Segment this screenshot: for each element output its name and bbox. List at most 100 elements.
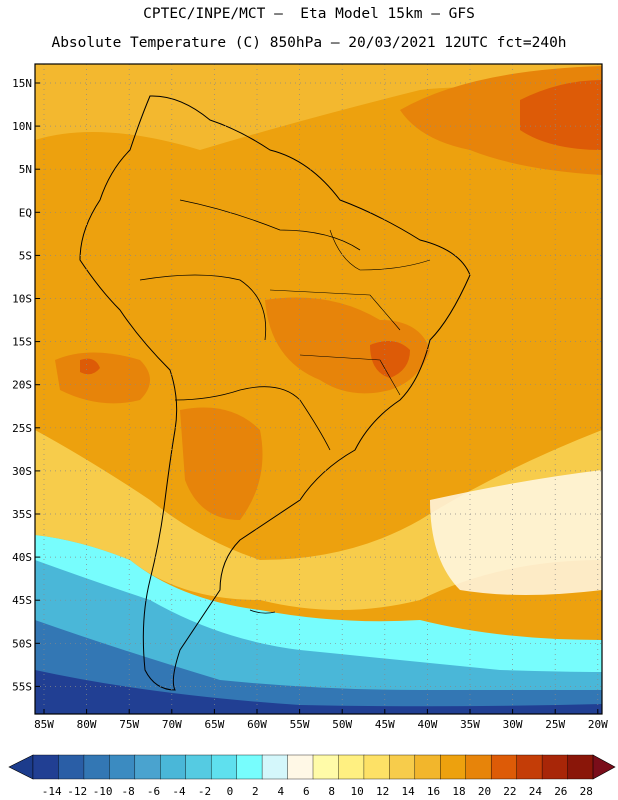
caribbean-hot-core xyxy=(520,80,602,150)
colorbar-swatch xyxy=(414,754,441,780)
lon-label: 45W xyxy=(375,718,395,731)
colorbar-swatch xyxy=(541,754,569,780)
title-line-2: Absolute Temperature (C) 850hPa – 20/03/… xyxy=(51,35,567,51)
colorbar-label: -6 xyxy=(147,785,160,798)
colorbar-label: 6 xyxy=(303,785,310,798)
brazil-hot-core xyxy=(370,341,410,378)
country-border xyxy=(174,386,301,401)
lat-label: 15N xyxy=(12,77,32,90)
colorbar-swatch xyxy=(312,754,339,780)
colorbar-label: 22 xyxy=(503,785,516,798)
lon-label: 60W xyxy=(247,718,267,731)
colorbar-swatch xyxy=(160,754,187,780)
colorbar-swatch xyxy=(185,754,212,780)
lon-label: 30W xyxy=(503,718,523,731)
lat-label: 5S xyxy=(19,249,32,262)
lon-label: 20W xyxy=(588,718,608,731)
lat-label: 20S xyxy=(12,379,32,392)
falklands-island xyxy=(249,609,276,614)
argentina-warm-core xyxy=(180,407,263,520)
temperature-field xyxy=(35,64,602,714)
colorbar-label: -12 xyxy=(67,785,87,798)
lat-label: 45S xyxy=(12,594,32,607)
continent-outline xyxy=(79,95,471,691)
colorbar-swatch xyxy=(83,754,110,780)
lon-label: 80W xyxy=(77,718,97,731)
lat-label: 50S xyxy=(12,637,32,650)
colorbar-label: 26 xyxy=(554,785,567,798)
lat-label: 15S xyxy=(12,336,32,349)
plot-frame xyxy=(34,63,603,715)
lat-label: 10N xyxy=(12,120,32,133)
pacific-hot-core xyxy=(80,358,100,375)
colorbar-label: 4 xyxy=(278,785,285,798)
lon-label: 70W xyxy=(162,718,182,731)
colorbar-swatch xyxy=(567,754,594,780)
country-border xyxy=(299,399,331,451)
colorbar-label: 24 xyxy=(529,785,543,798)
lon-label: 40W xyxy=(417,718,437,731)
lat-label: 35S xyxy=(12,508,32,521)
colorbar-label: 20 xyxy=(478,785,491,798)
country-border xyxy=(139,274,267,341)
lon-label: 35W xyxy=(460,718,480,731)
colorbar-swatch xyxy=(389,754,416,780)
colorbar-label: -4 xyxy=(172,785,186,798)
pacific-warm-core xyxy=(55,352,150,404)
colorbar-swatch xyxy=(58,754,85,780)
lat-label: 10S xyxy=(12,293,32,306)
colorbar-label: -2 xyxy=(198,785,211,798)
state-border xyxy=(299,354,401,396)
colorbar-label: 14 xyxy=(401,785,415,798)
lat-label: 25S xyxy=(12,422,32,435)
south-atlantic-cool xyxy=(430,470,602,595)
colorbar-label: 2 xyxy=(252,785,259,798)
colorbar-label: 8 xyxy=(328,785,335,798)
colorbar-under-arrow xyxy=(8,754,34,780)
title-line-1: CPTEC/INPE/MCT – Eta Model 15km – GFS xyxy=(143,6,475,22)
lat-label: 30S xyxy=(12,465,32,478)
colorbar-swatch xyxy=(32,754,59,780)
lon-label: 25W xyxy=(545,718,565,731)
colorbar-label: -10 xyxy=(93,785,113,798)
state-border xyxy=(329,229,431,271)
colorbar-swatch xyxy=(363,754,390,780)
colorbar: -14 -12 -10 -8 -6 -4 -2 0 2 4 6 8 10 12 14 16 18 20 22 24 26… xyxy=(8,754,616,798)
lat-label: 55S xyxy=(12,680,32,693)
colorbar-swatch xyxy=(261,754,289,780)
colorbar-label: 0 xyxy=(227,785,234,798)
colorbar-label: 10 xyxy=(351,785,364,798)
colorbar-swatch xyxy=(134,754,161,780)
colorbar-label: 28 xyxy=(580,785,593,798)
coldest-band xyxy=(35,670,602,714)
lat-label: 5N xyxy=(19,163,32,176)
colorbar-label: -14 xyxy=(42,785,62,798)
latitude-axis: 15N 10N 5N EQ 5S 10S 15S 20S 25S 30S 35S 40S 45S 50S 5… xyxy=(12,77,40,693)
country-border xyxy=(179,199,361,251)
colorbar-swatch xyxy=(210,754,238,780)
colorbar-swatch xyxy=(109,754,136,780)
colorbar-swatch xyxy=(338,754,365,780)
colorbar-label: 16 xyxy=(427,785,440,798)
colorbar-swatch xyxy=(516,754,543,780)
colorbar-label: 18 xyxy=(452,785,465,798)
colorbar-swatch xyxy=(465,754,492,780)
graticule xyxy=(35,64,602,714)
colorbar-label: 12 xyxy=(376,785,389,798)
colorbar-swatch xyxy=(236,754,263,780)
lat-label: EQ xyxy=(19,206,32,219)
lon-label: 65W xyxy=(204,718,224,731)
colorbar-label: -8 xyxy=(121,785,134,798)
lon-label: 55W xyxy=(290,718,310,731)
colder-band xyxy=(35,620,602,714)
lon-label: 75W xyxy=(119,718,139,731)
lon-label: 50W xyxy=(332,718,352,731)
state-border xyxy=(269,289,401,331)
colorbar-over-arrow xyxy=(592,754,616,780)
lat-label: 40S xyxy=(12,551,32,564)
longitude-axis: 85W 80W 75W 70W 65W 60W 55W 50W 45W 40W 35W 30W 25W 2… xyxy=(34,709,608,731)
colorbar-swatch xyxy=(490,754,518,780)
lon-label: 85W xyxy=(34,718,54,731)
colorbar-swatch xyxy=(440,754,467,780)
